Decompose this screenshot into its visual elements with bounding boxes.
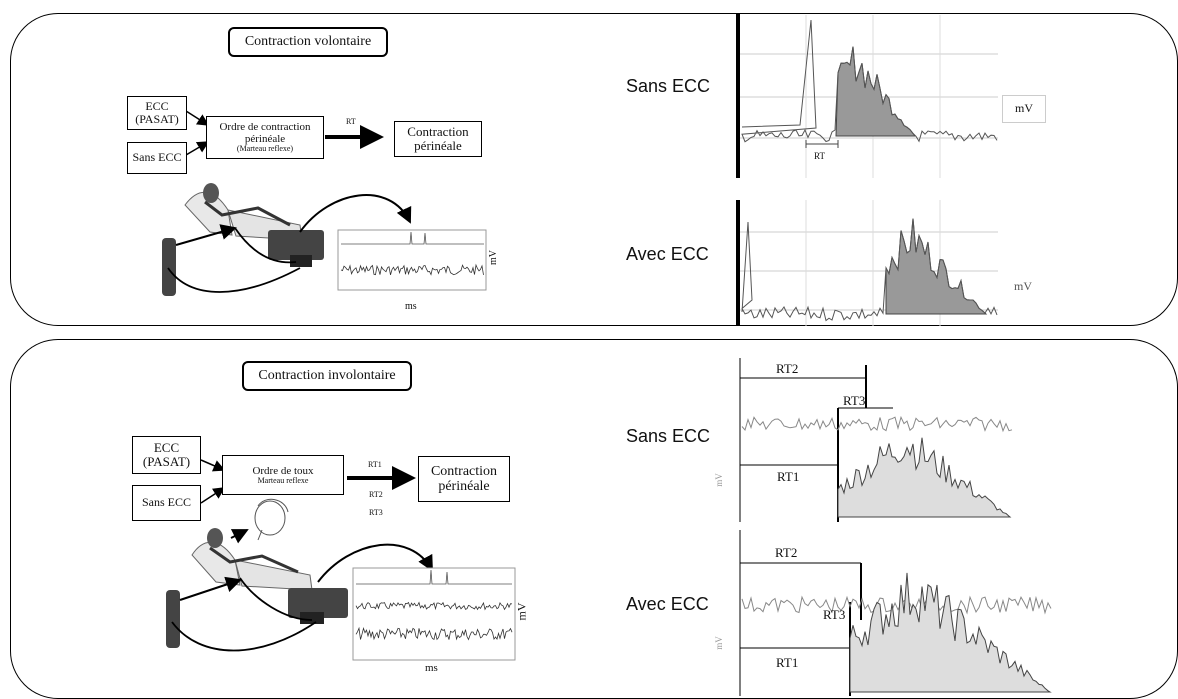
trace2-unit: mV	[1014, 279, 1032, 293]
b-scope-x-unit: ms	[425, 662, 438, 674]
arrow-label-rt: RT	[346, 117, 356, 126]
b2-rt2-label: RT2	[775, 545, 798, 560]
b-output-line2: périnéale	[438, 479, 490, 494]
title-voluntary-text: Contraction volontaire	[244, 34, 372, 50]
input-sans-box: Sans ECC	[127, 142, 187, 174]
b-side-unit-2: mV	[713, 636, 724, 650]
emg-trace-bottom-sans	[739, 358, 1013, 522]
b-arrow-rt2: RT2	[369, 490, 383, 499]
b-side-unit-1: mV	[713, 473, 724, 487]
b-order-line2: Marteau reflexe	[257, 475, 309, 485]
b-order-line1: Ordre de toux	[252, 464, 314, 477]
patient-illustration-bottom	[166, 498, 348, 652]
emg-trace-bottom-avec	[739, 530, 1052, 696]
b1-rt3-label: RT3	[843, 393, 866, 408]
top-row1-label: Sans ECC	[626, 76, 711, 96]
title-voluntary: Contraction volontaire	[228, 27, 388, 57]
bottom-row1-label: Sans ECC	[626, 426, 711, 446]
emg-trace-top-avec	[736, 200, 998, 326]
b2-rt3-label: RT3	[823, 607, 846, 622]
bottom-row2-label: Avec ECC	[626, 594, 709, 614]
scope-top-y-unit: mV	[488, 250, 499, 265]
title-involuntary-text: Contraction involontaire	[258, 368, 396, 384]
b-input-sans-text: Sans ECC	[141, 495, 191, 510]
input-sans-text: Sans ECC	[132, 150, 182, 165]
title-involuntary: Contraction involontaire	[242, 361, 412, 391]
trace1-unit-box: mV	[1002, 95, 1046, 123]
coughing-woman-sketch	[254, 498, 289, 541]
b1-rt2-label: RT2	[776, 361, 799, 376]
patient-illustration-top	[162, 183, 324, 296]
trace1-rt-label: RT	[814, 151, 825, 161]
scope-top-x-unit: ms	[405, 301, 417, 312]
order-line3: (Marteau reflexe)	[236, 144, 294, 154]
trace1-unit: mV	[1015, 101, 1033, 116]
arrow-ecc-to-order	[185, 110, 210, 126]
arrow-sans-to-order	[185, 141, 210, 156]
b-input-ecc-line1: ECC	[153, 439, 180, 455]
input-ecc-line1: ECC	[145, 98, 169, 113]
scope-bottom	[352, 567, 516, 661]
order-line2: périnéale	[244, 133, 286, 146]
b-input-sans-box: Sans ECC	[132, 485, 201, 521]
b-scope-y-unit: mV	[514, 602, 529, 621]
output-box: Contraction périnéale	[394, 121, 482, 157]
output-line2: périnéale	[414, 138, 462, 153]
b-output-box: Contraction périnéale	[418, 456, 510, 502]
input-ecc-box: ECC (PASAT)	[127, 96, 187, 130]
output-line1: Contraction	[407, 123, 469, 139]
b1-rt1-label: RT1	[777, 469, 800, 484]
order-box: Ordre de contraction périnéale (Marteau …	[206, 116, 324, 159]
input-ecc-line2: (PASAT)	[135, 112, 179, 126]
order-line1: Ordre de contraction	[219, 121, 311, 133]
b-input-ecc-line2: (PASAT)	[142, 454, 191, 469]
top-row2-label: Avec ECC	[626, 244, 709, 264]
emg-trace-top-sans	[736, 13, 998, 178]
b2-rt1-label: RT1	[776, 655, 799, 670]
b-order-box: Ordre de toux Marteau reflexe	[222, 455, 344, 495]
b-arrow-rt3: RT3	[369, 508, 383, 517]
b-output-line1: Contraction	[430, 463, 498, 479]
scope-top	[337, 229, 487, 291]
b-arrow-rt1: RT1	[368, 460, 382, 469]
b-input-ecc-box: ECC (PASAT)	[132, 436, 201, 474]
